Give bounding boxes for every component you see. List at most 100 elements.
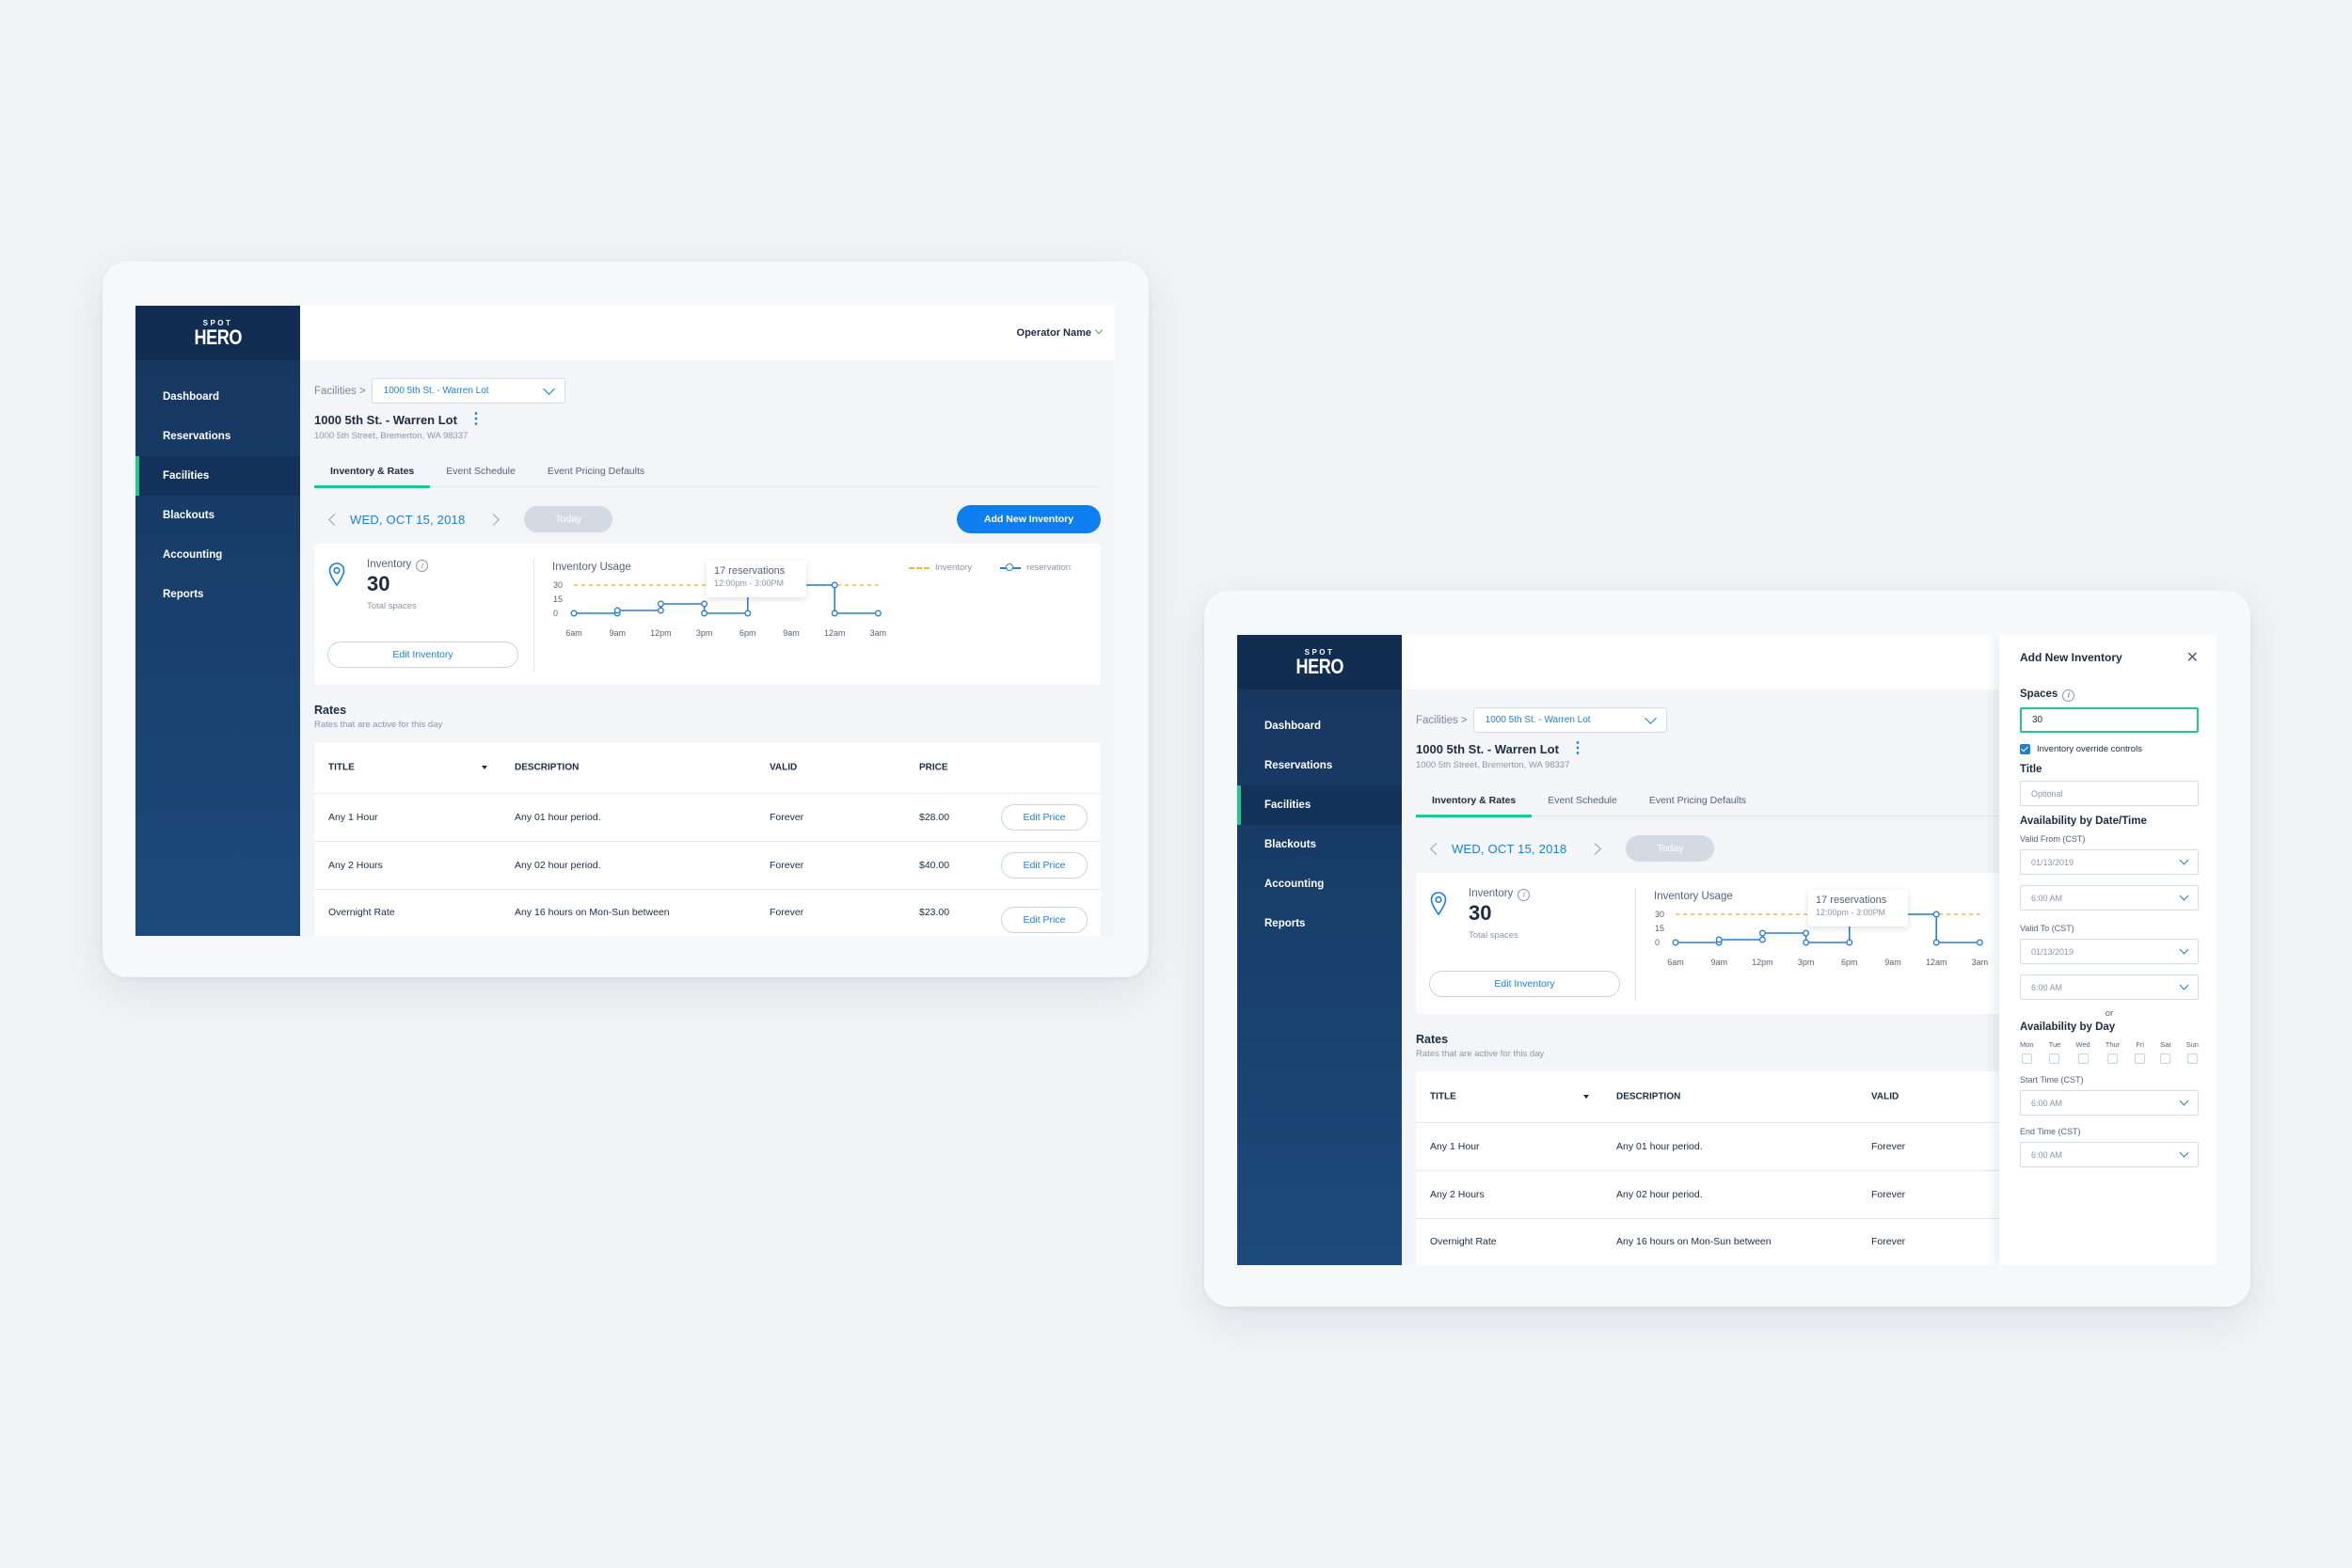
legend-inventory: Inventory [935,562,973,573]
rates-subtitle: Rates that are active for this day [314,720,443,730]
info-icon[interactable]: i [2062,689,2075,702]
info-icon[interactable]: i [416,560,429,572]
availability-date-heading: Availability by Date/Time [2020,816,2147,827]
sidebar-item-dashboard[interactable]: Dashboard [163,391,220,403]
edit-inventory-button[interactable]: Edit Inventory [327,641,518,668]
sidebar-item-dashboard[interactable]: Dashboard [1264,721,1322,732]
checkbox[interactable] [2135,1053,2146,1064]
day-fri[interactable]: Fri [2135,1040,2146,1064]
spaces-input[interactable]: 30 [2020,707,2199,733]
operator-menu[interactable]: Operator Name [1017,325,1104,339]
reservation-point [701,610,708,617]
day-thur[interactable]: Thur [2106,1040,2120,1064]
today-button[interactable]: Today [1626,835,1715,862]
day-label: Fri [2136,1040,2145,1049]
tab-event-schedule[interactable]: Event Schedule [446,466,516,477]
checkbox[interactable] [2106,1053,2118,1064]
sidebar: SPOT HERO Dashboard Reservations Faciliti… [135,306,300,936]
breadcrumb-label[interactable]: Facilities > [1416,714,1468,726]
checkbox[interactable] [2021,1053,2032,1064]
column-header-title[interactable]: TITLE [328,762,355,773]
chevron-right-icon[interactable] [1589,842,1602,855]
today-button[interactable]: Today [524,506,613,532]
tab-event-schedule[interactable]: Event Schedule [1548,795,1617,806]
column-header-title[interactable]: TITLE [1430,1091,1456,1102]
reservation-point [1846,939,1853,946]
chevron-right-icon[interactable] [487,513,501,526]
sidebar-item-reports[interactable]: Reports [163,589,204,600]
brand-logo[interactable]: SPOT HERO [135,306,300,360]
valid-to-date-select[interactable]: 01/13/2019 [2020,939,2199,964]
day-sun[interactable]: Sun [2186,1040,2199,1064]
checkbox[interactable] [2049,1053,2060,1064]
sidebar-item-reports[interactable]: Reports [1264,918,1306,929]
inventory-label: Inventory [367,559,412,570]
close-icon[interactable]: ✕ [2185,649,2199,666]
sort-caret-icon[interactable] [482,766,487,769]
chevron-left-icon[interactable] [1430,842,1442,855]
reservation-point [1932,939,1940,946]
sidebar-item-facilities[interactable]: Facilities [135,456,300,496]
kebab-menu-icon[interactable]: ⋮ [1569,740,1585,756]
checkbox[interactable] [2077,1053,2089,1064]
end-time-select[interactable]: 6:00 AM [2020,1142,2199,1167]
column-header-valid: VALID [770,762,798,773]
sidebar-item-facilities[interactable]: Facilities [1237,785,1402,825]
brand-logo[interactable]: SPOT HERO [1237,635,1402,689]
sidebar-item-accounting[interactable]: Accounting [1264,879,1325,890]
day-mon[interactable]: Mon [2020,1040,2034,1064]
valid-from-date-select[interactable]: 01/13/2019 [2020,849,2199,875]
reservation-point [570,610,578,617]
legend-reservation: reservation [1026,562,1072,573]
tab-event-pricing-defaults[interactable]: Event Pricing Defaults [547,466,645,477]
valid-to-time-select[interactable]: 6:00 AM [2020,974,2199,1000]
legend-line-swatch [1000,562,1022,571]
edit-inventory-button[interactable]: Edit Inventory [1429,971,1620,997]
page-title: 1000 5th St. - Warren Lot ⋮ [1416,741,2202,756]
chevron-left-icon[interactable] [328,513,341,526]
sidebar-item-reservations[interactable]: Reservations [1264,760,1333,771]
add-new-inventory-button[interactable]: Add New Inventory [957,505,1101,533]
override-checkbox-row[interactable]: Inventory override controls [2020,744,2199,754]
facility-address: 1000 5th Street, Bremerton, WA 98337 [1416,760,1570,770]
reservation-point [1803,929,1810,937]
rate-price: $40.00 [919,860,950,871]
current-date: WED, OCT 15, 2018 [350,512,466,527]
availability-day-heading: Availability by Day [2020,1022,2116,1033]
reservation-point [1758,929,1766,937]
checkbox[interactable] [2160,1053,2171,1064]
map-pin-icon [1430,892,1447,916]
or-separator: or [2105,1008,2114,1019]
kebab-menu-icon[interactable]: ⋮ [468,411,484,427]
day-tue[interactable]: Tue [2049,1040,2060,1064]
edit-price-button[interactable]: Edit Price [1001,852,1088,879]
valid-from-time-select[interactable]: 6:00 AM [2020,885,2199,911]
breadcrumb-label[interactable]: Facilities > [314,385,366,397]
tab-inventory-rates[interactable]: Inventory & Rates [314,459,431,488]
y-tick-label: 15 [1655,924,1664,933]
edit-price-button[interactable]: Edit Price [1001,804,1088,831]
day-sat[interactable]: Sat [2160,1040,2171,1064]
day-wed[interactable]: Wed [2075,1040,2090,1064]
sidebar-item-blackouts[interactable]: Blackouts [163,510,215,521]
checkbox-checked[interactable] [2020,744,2030,754]
sidebar-item-blackouts[interactable]: Blackouts [1264,839,1316,850]
chevron-down-icon [1094,325,1104,335]
sidebar-item-accounting[interactable]: Accounting [163,549,223,561]
facility-select[interactable]: 1000 5th St. - Warren Lot [1472,707,1667,733]
valid-to-date-value: 01/13/2019 [2031,946,2074,957]
info-icon[interactable]: i [1518,889,1531,901]
facility-select[interactable]: 1000 5th St. - Warren Lot [371,378,565,404]
y-tick-label: 0 [553,609,558,618]
sidebar-item-reservations[interactable]: Reservations [163,431,231,442]
tab-event-pricing-defaults[interactable]: Event Pricing Defaults [1648,795,1747,806]
edit-price-button[interactable]: Edit Price [1001,907,1088,933]
checkbox[interactable] [2186,1053,2198,1064]
start-time-select[interactable]: 6:00 AM [2020,1090,2199,1116]
facility-select-value: 1000 5th St. - Warren Lot [383,386,489,396]
rate-title: Overnight Rate [328,907,395,918]
tab-inventory-rates[interactable]: Inventory & Rates [1416,788,1533,817]
reservation-point [1672,939,1679,946]
title-input[interactable]: Optional [2020,781,2199,806]
sort-caret-icon[interactable] [1583,1095,1589,1099]
